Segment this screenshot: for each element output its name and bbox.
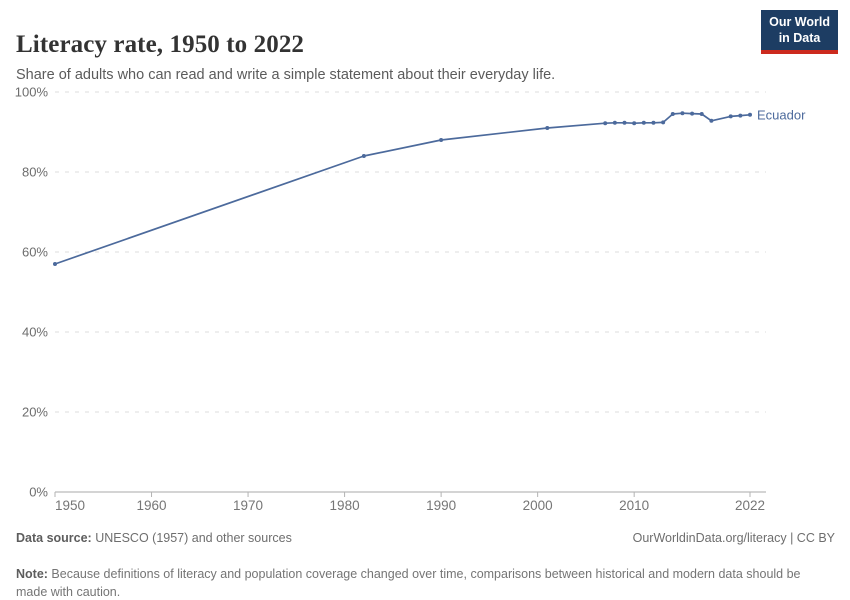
data-point[interactable] [738, 113, 743, 118]
y-tick-label: 40% [22, 325, 48, 340]
data-source-line: Data source: UNESCO (1957) and other sou… [16, 531, 292, 545]
x-tick-label: 1950 [55, 498, 85, 513]
data-source-text: UNESCO (1957) and other sources [91, 531, 292, 545]
x-tick-label: 2010 [619, 498, 649, 513]
series-label-ecuador: Ecuador [757, 107, 806, 122]
owid-logo[interactable]: Our World in Data [761, 10, 838, 55]
data-point[interactable] [670, 112, 675, 116]
data-point[interactable] [612, 120, 617, 125]
data-point[interactable] [690, 111, 695, 116]
data-point[interactable] [748, 112, 752, 117]
x-tick-label: 1980 [330, 498, 360, 513]
y-tick-label: 0% [29, 485, 48, 500]
data-point[interactable] [632, 121, 637, 126]
data-point[interactable] [699, 112, 704, 116]
footnote-text: Because definitions of literacy and popu… [16, 566, 801, 599]
page-subtitle: Share of adults who can read and write a… [16, 66, 556, 83]
data-point[interactable] [603, 121, 608, 126]
data-point[interactable] [439, 138, 444, 142]
data-point[interactable] [361, 154, 366, 158]
y-tick-label: 100% [15, 85, 49, 100]
y-tick-label: 80% [22, 165, 48, 180]
data-point[interactable] [709, 118, 714, 123]
x-tick-label: 1990 [426, 498, 456, 513]
x-tick-label: 2022 [735, 498, 765, 513]
owid-logo-line2: in Data [778, 30, 821, 45]
data-point[interactable] [680, 111, 685, 116]
footer-row: Data source: UNESCO (1957) and other sou… [16, 531, 835, 545]
data-source-label: Data source: [16, 531, 92, 545]
data-point[interactable] [661, 120, 666, 125]
x-tick-label: 2000 [523, 498, 553, 513]
data-point[interactable] [651, 120, 656, 125]
data-point[interactable] [641, 120, 646, 125]
data-point[interactable] [545, 126, 550, 130]
x-tick-label: 1960 [137, 498, 167, 513]
trend-line[interactable] [54, 112, 751, 265]
data-point[interactable] [622, 120, 627, 125]
owid-logo-line1: Our World [769, 15, 830, 29]
y-tick-label: 60% [22, 245, 48, 260]
footnote: Note: Because definitions of literacy an… [16, 565, 808, 600]
page-title: Literacy rate, 1950 to 2022 [16, 30, 305, 58]
data-point[interactable] [53, 262, 57, 266]
attribution-link[interactable]: OurWorldinData.org/literacy | CC BY [632, 531, 835, 545]
data-point[interactable] [728, 114, 733, 119]
footnote-label: Note: [16, 566, 48, 581]
x-tick-label: 1970 [233, 498, 263, 513]
y-tick-label: 20% [22, 405, 48, 420]
owid-logo-accent-bar [761, 50, 838, 55]
